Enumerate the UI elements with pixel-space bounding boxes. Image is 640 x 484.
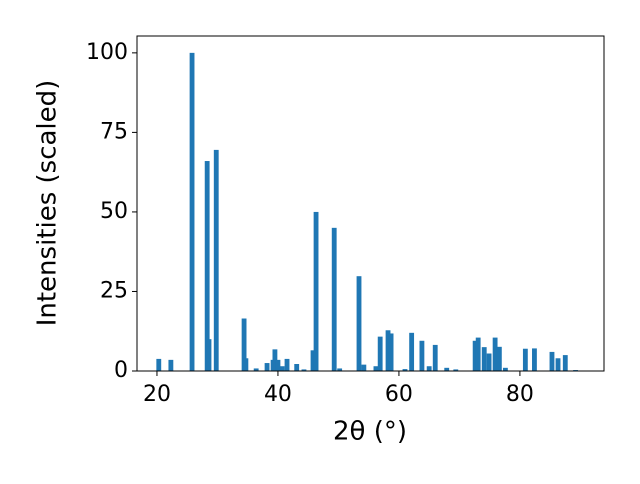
bar <box>156 358 162 371</box>
bar <box>419 340 425 371</box>
bar <box>294 364 300 371</box>
bar <box>409 332 415 371</box>
bar <box>522 348 528 371</box>
bar <box>168 359 174 371</box>
bar <box>331 227 337 371</box>
bar <box>241 318 247 371</box>
bar <box>492 337 498 371</box>
bar <box>272 349 278 371</box>
bar <box>432 344 438 371</box>
bar <box>549 351 555 371</box>
bar <box>264 363 270 371</box>
x-tick-label: 20 <box>143 382 171 407</box>
bar <box>555 358 561 371</box>
x-tick-label: 60 <box>385 382 413 407</box>
y-tick-label: 25 <box>100 278 128 303</box>
bar <box>385 330 391 371</box>
bar <box>189 52 195 371</box>
bar <box>284 358 290 371</box>
bar <box>426 366 432 371</box>
bar <box>310 350 316 371</box>
bar <box>472 340 478 371</box>
bar <box>206 339 212 371</box>
y-tick-label: 75 <box>100 119 128 144</box>
bar <box>253 368 259 371</box>
bar <box>562 355 568 371</box>
bar <box>532 348 537 371</box>
y-axis-label: Intensities (scaled) <box>33 80 63 327</box>
bar <box>243 358 249 371</box>
bar <box>486 353 492 371</box>
x-tick-label: 40 <box>264 382 292 407</box>
bar <box>373 366 379 371</box>
bar <box>301 369 307 371</box>
plot-frame <box>136 35 605 372</box>
bar <box>402 369 408 371</box>
bar <box>475 337 481 371</box>
bar <box>496 346 502 371</box>
bar <box>361 364 367 371</box>
bar <box>313 211 319 371</box>
bar <box>213 149 219 371</box>
x-axis-label: 2θ (°) <box>333 417 407 447</box>
bar <box>204 161 210 371</box>
y-tick-label: 0 <box>114 358 128 383</box>
bar <box>337 368 343 371</box>
y-tick-label: 100 <box>86 40 128 65</box>
bar <box>377 336 383 371</box>
bar <box>388 333 394 371</box>
bar <box>444 367 450 371</box>
x-tick-label: 80 <box>506 382 534 407</box>
bar <box>481 347 487 371</box>
bar <box>502 367 508 371</box>
bar <box>275 359 281 371</box>
bar <box>279 366 285 371</box>
bar <box>356 276 362 371</box>
bar <box>453 369 459 371</box>
y-tick-label: 50 <box>100 199 128 224</box>
